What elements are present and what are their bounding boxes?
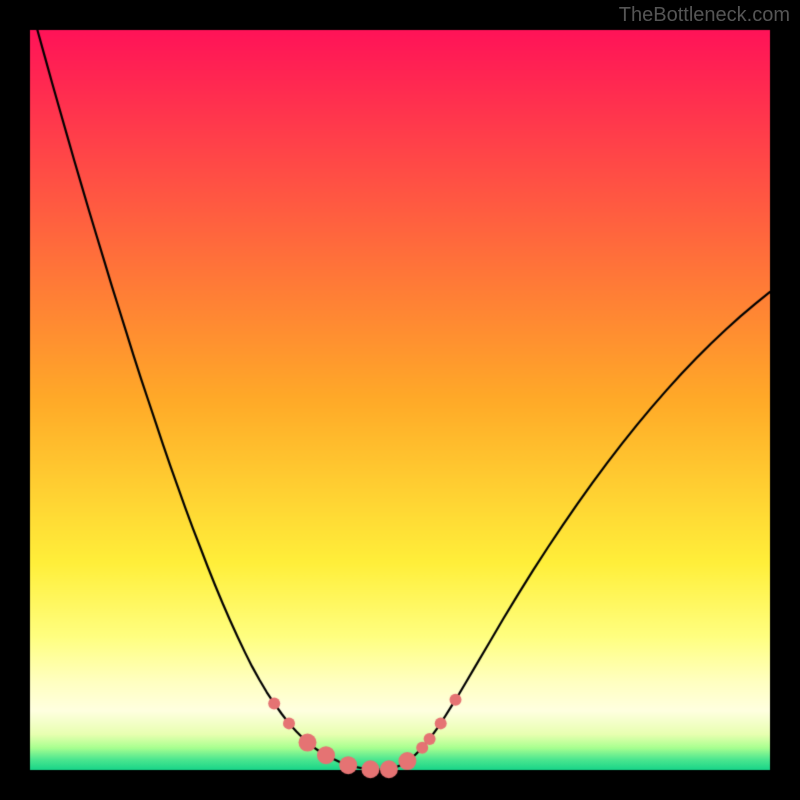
bottleneck-chart (0, 0, 800, 800)
chart-container: TheBottleneck.com (0, 0, 800, 800)
